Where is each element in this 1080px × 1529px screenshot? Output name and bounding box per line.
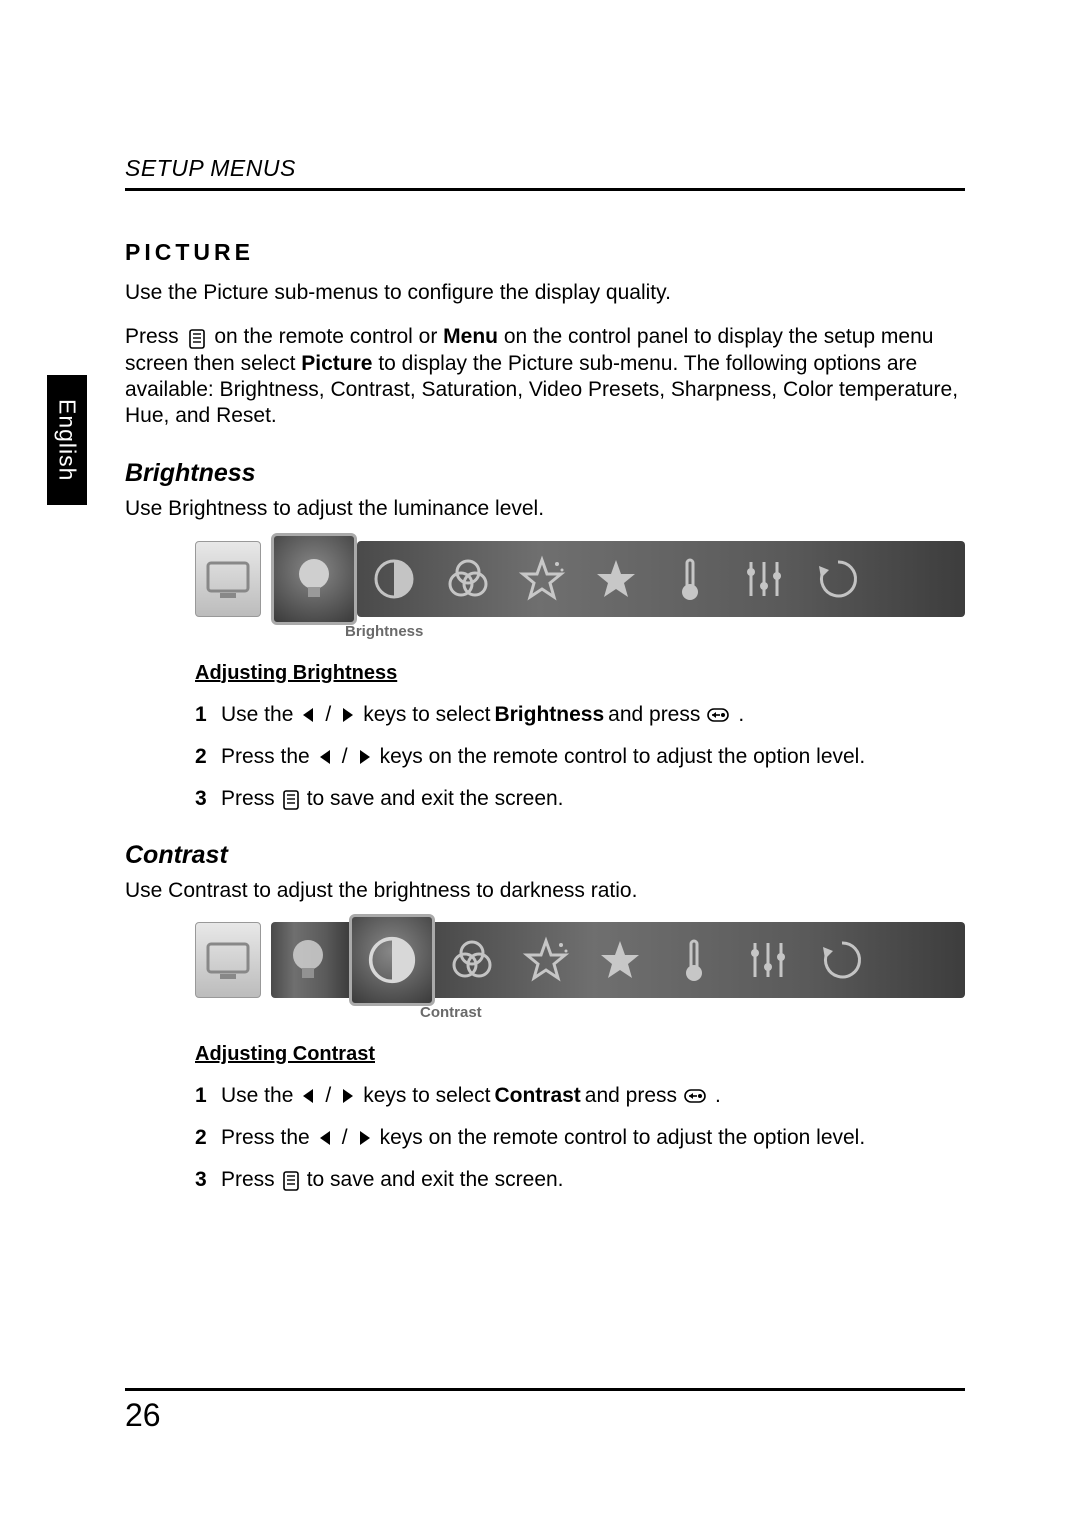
right-arrow-icon <box>354 1127 374 1149</box>
language-tab-label: English <box>54 399 81 481</box>
text: to save and exit the screen. <box>307 787 564 811</box>
star-solid-icon <box>593 933 647 987</box>
enter-icon <box>683 1085 709 1107</box>
contrast-circle-icon <box>367 552 421 606</box>
menu-bold: Menu <box>443 325 498 348</box>
list-item: 1 Use the / keys to select Brightness an… <box>195 703 965 727</box>
osd-icon-row-right <box>435 922 965 998</box>
star-sparkle-icon <box>515 552 569 606</box>
text: keys to select <box>363 1084 490 1108</box>
step-number: 3 <box>195 787 221 811</box>
right-arrow-icon <box>337 704 357 726</box>
bold-text: Brightness <box>494 703 604 727</box>
contrast-desc: Use Contrast to adjust the brightness to… <box>125 878 965 904</box>
contrast-circle-icon <box>349 914 435 1006</box>
picture-heading: PICTURE <box>125 239 965 266</box>
monitor-icon <box>195 541 261 617</box>
brightness-desc: Use Brightness to adjust the luminance l… <box>125 496 965 522</box>
brightness-osd-strip <box>195 541 965 617</box>
text: keys to select <box>363 703 490 727</box>
monitor-icon <box>195 922 261 998</box>
text: Press the <box>221 745 310 769</box>
list-item: 1 Use the / keys to select Contrast and … <box>195 1084 965 1108</box>
page-number: 26 <box>125 1397 965 1434</box>
contrast-steps: 1 Use the / keys to select Contrast and … <box>195 1084 965 1192</box>
language-tab: English <box>47 375 87 505</box>
thermometer-icon <box>667 933 721 987</box>
text: on the remote control or <box>214 325 443 348</box>
left-arrow-icon <box>299 704 319 726</box>
picture-press-paragraph: Press on the remote control or Menu on t… <box>125 324 965 429</box>
osd-icon-row-left <box>271 922 349 998</box>
text: / <box>342 1126 348 1150</box>
sliders-icon <box>741 933 795 987</box>
right-arrow-icon <box>354 746 374 768</box>
refresh-icon <box>815 933 869 987</box>
text: . <box>738 703 744 727</box>
text: and press <box>608 703 700 727</box>
left-arrow-icon <box>316 1127 336 1149</box>
text: Use the <box>221 1084 293 1108</box>
page-header-title: SETUP MENUS <box>125 155 965 188</box>
menu-icon <box>281 788 301 810</box>
left-arrow-icon <box>299 1085 319 1107</box>
step-number: 1 <box>195 1084 221 1108</box>
text: Use the <box>221 703 293 727</box>
text: . <box>715 1084 721 1108</box>
overlap-circles-icon <box>445 933 499 987</box>
sliders-icon <box>737 552 791 606</box>
page-content: SETUP MENUS PICTURE Use the Picture sub-… <box>125 155 965 1210</box>
thermometer-icon <box>663 552 717 606</box>
text: to save and exit the screen. <box>307 1168 564 1192</box>
text: Press the <box>221 1126 310 1150</box>
bulb-icon <box>271 533 357 625</box>
text: Press <box>221 787 275 811</box>
menu-icon <box>281 1169 301 1191</box>
bold-text: Contrast <box>494 1084 580 1108</box>
text: keys on the remote control to adjust the… <box>380 1126 866 1150</box>
text: keys on the remote control to adjust the… <box>380 745 866 769</box>
list-item: 2 Press the / keys on the remote control… <box>195 745 965 769</box>
brightness-strip-caption: Brightness <box>195 623 875 640</box>
contrast-heading: Contrast <box>125 841 965 870</box>
text: / <box>325 703 331 727</box>
picture-intro: Use the Picture sub-menus to configure t… <box>125 280 965 306</box>
text: Press <box>125 325 185 348</box>
header-rule <box>125 188 965 191</box>
overlap-circles-icon <box>441 552 495 606</box>
left-arrow-icon <box>316 746 336 768</box>
bulb-icon <box>281 933 335 987</box>
page-footer: 26 <box>125 1388 965 1434</box>
contrast-strip-caption: Contrast <box>195 1004 875 1021</box>
osd-icon-row <box>357 541 965 617</box>
star-solid-icon <box>589 552 643 606</box>
adjusting-contrast-heading: Adjusting Contrast <box>195 1043 965 1066</box>
list-item: 3 Press to save and exit the screen. <box>195 1168 965 1192</box>
contrast-osd-strip <box>195 922 965 998</box>
brightness-steps: 1 Use the / keys to select Brightness an… <box>195 703 965 811</box>
adjusting-brightness-heading: Adjusting Brightness <box>195 662 965 685</box>
step-number: 3 <box>195 1168 221 1192</box>
text: and press <box>585 1084 677 1108</box>
enter-icon <box>706 704 732 726</box>
step-number: 2 <box>195 1126 221 1150</box>
star-sparkle-icon <box>519 933 573 987</box>
footer-rule <box>125 1388 965 1391</box>
brightness-heading: Brightness <box>125 459 965 488</box>
text: / <box>342 745 348 769</box>
step-number: 2 <box>195 745 221 769</box>
right-arrow-icon <box>337 1085 357 1107</box>
list-item: 2 Press the / keys on the remote control… <box>195 1126 965 1150</box>
picture-bold: Picture <box>301 352 372 375</box>
step-number: 1 <box>195 703 221 727</box>
text: / <box>325 1084 331 1108</box>
menu-icon <box>187 327 207 349</box>
text: Press <box>221 1168 275 1192</box>
list-item: 3 Press to save and exit the screen. <box>195 787 965 811</box>
refresh-icon <box>811 552 865 606</box>
